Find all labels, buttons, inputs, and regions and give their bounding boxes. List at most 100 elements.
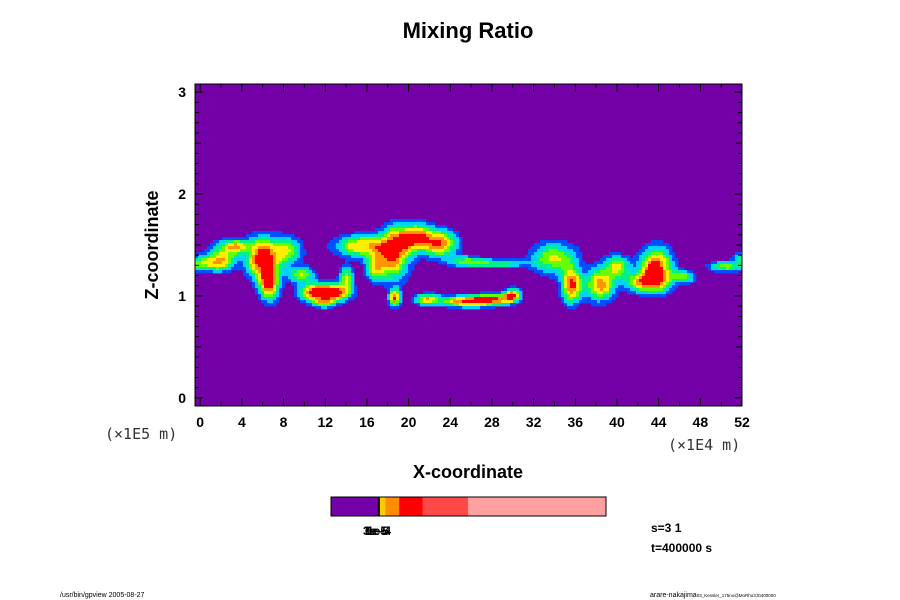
heatmap-cell: [660, 246, 664, 250]
heatmap-cell: [432, 258, 436, 262]
heatmap-cell: [219, 246, 223, 250]
heatmap-cell: [597, 282, 601, 286]
heatmap-cell: [672, 261, 676, 265]
heatmap-cell: [390, 300, 394, 304]
heatmap-cell: [291, 267, 295, 271]
heatmap-cell: [225, 255, 229, 259]
heatmap-cell: [315, 273, 319, 277]
heatmap-cell: [390, 282, 394, 286]
heatmap-cell: [195, 267, 199, 271]
heatmap-cell: [420, 249, 424, 253]
heatmap-cell: [483, 297, 487, 301]
heatmap-cell: [444, 243, 448, 247]
heatmap-cell: [600, 273, 604, 277]
heatmap-cell: [732, 267, 736, 271]
heatmap-cell: [612, 282, 616, 286]
heatmap-cell: [453, 303, 457, 307]
heatmap-cell: [663, 270, 667, 274]
heatmap-cell: [528, 255, 532, 259]
heatmap-cell: [666, 291, 670, 295]
heatmap-cell: [282, 258, 286, 262]
heatmap-cell: [231, 267, 235, 271]
heatmap-cell: [396, 243, 400, 247]
heatmap-cell: [243, 264, 247, 268]
heatmap-cell: [333, 282, 337, 286]
heatmap-cell: [318, 288, 322, 292]
heatmap-cell: [396, 300, 400, 304]
heatmap-cell: [228, 240, 232, 244]
heatmap-cell: [591, 291, 595, 295]
heatmap-cell: [255, 243, 259, 247]
heatmap-cell: [723, 261, 727, 265]
heatmap-cell: [582, 294, 586, 298]
heatmap-cell: [600, 288, 604, 292]
heatmap-cell: [438, 243, 442, 247]
heatmap-cell: [381, 273, 385, 277]
heatmap-cell: [579, 294, 583, 298]
heatmap-cell: [387, 255, 391, 259]
heatmap-cell: [324, 303, 328, 307]
heatmap-cell: [222, 237, 226, 241]
heatmap-cell: [453, 231, 457, 235]
heatmap-cell: [381, 246, 385, 250]
heatmap-cell: [594, 294, 598, 298]
heatmap-cell: [276, 297, 280, 301]
heatmap-cell: [264, 294, 268, 298]
heatmap-cell: [666, 261, 670, 265]
y-tick-label: 1: [178, 288, 186, 304]
heatmap-cell: [441, 249, 445, 253]
heatmap-cell: [483, 258, 487, 262]
heatmap-cell: [519, 264, 523, 268]
heatmap-cell: [279, 294, 283, 298]
heatmap-cell: [405, 276, 409, 280]
heatmap-cell: [456, 258, 460, 262]
heatmap-cell: [387, 231, 391, 235]
heatmap-cell: [459, 303, 463, 307]
heatmap-cell: [255, 255, 259, 259]
heatmap-cell: [357, 255, 361, 259]
heatmap-cell: [234, 255, 238, 259]
heatmap-cell: [393, 306, 397, 310]
heatmap-cell: [279, 276, 283, 280]
heatmap-cell: [564, 282, 568, 286]
heatmap-cell: [336, 243, 340, 247]
heatmap-cell: [390, 273, 394, 277]
heatmap-cell: [666, 264, 670, 268]
heatmap-cell: [420, 225, 424, 229]
heatmap-cell: [480, 297, 484, 301]
heatmap-cell: [681, 273, 685, 277]
heatmap-cell: [360, 252, 364, 256]
x-tick-label: 0: [196, 414, 204, 430]
heatmap-cell: [642, 261, 646, 265]
heatmap-cell: [489, 294, 493, 298]
x-tick-label: 20: [401, 414, 417, 430]
heatmap-cell: [402, 231, 406, 235]
heatmap-cell: [609, 273, 613, 277]
heatmap-cell: [390, 252, 394, 256]
heatmap-cell: [612, 252, 616, 256]
heatmap-cell: [354, 243, 358, 247]
heatmap-cell: [327, 303, 331, 307]
heatmap-cell: [282, 252, 286, 256]
heatmap-cell: [309, 282, 313, 286]
heatmap-cell: [678, 276, 682, 280]
colorbar-segment: [467, 497, 607, 516]
heatmap-cell: [561, 300, 565, 304]
heatmap-cell: [540, 258, 544, 262]
heatmap-cell: [252, 231, 256, 235]
heatmap-cell: [246, 243, 250, 247]
heatmap-cell: [405, 261, 409, 265]
x-tick-label: 36: [568, 414, 584, 430]
heatmap-cell: [279, 231, 283, 235]
heatmap-cell: [642, 279, 646, 283]
heatmap-cell: [417, 252, 421, 256]
heatmap-cell: [348, 270, 352, 274]
heatmap-cell: [414, 261, 418, 265]
heatmap-cell: [645, 288, 649, 292]
heatmap-cell: [249, 258, 253, 262]
heatmap-cell: [381, 264, 385, 268]
heatmap-cell: [423, 252, 427, 256]
heatmap-cell: [303, 291, 307, 295]
heatmap-cell: [720, 264, 724, 268]
heatmap-cell: [561, 273, 565, 277]
